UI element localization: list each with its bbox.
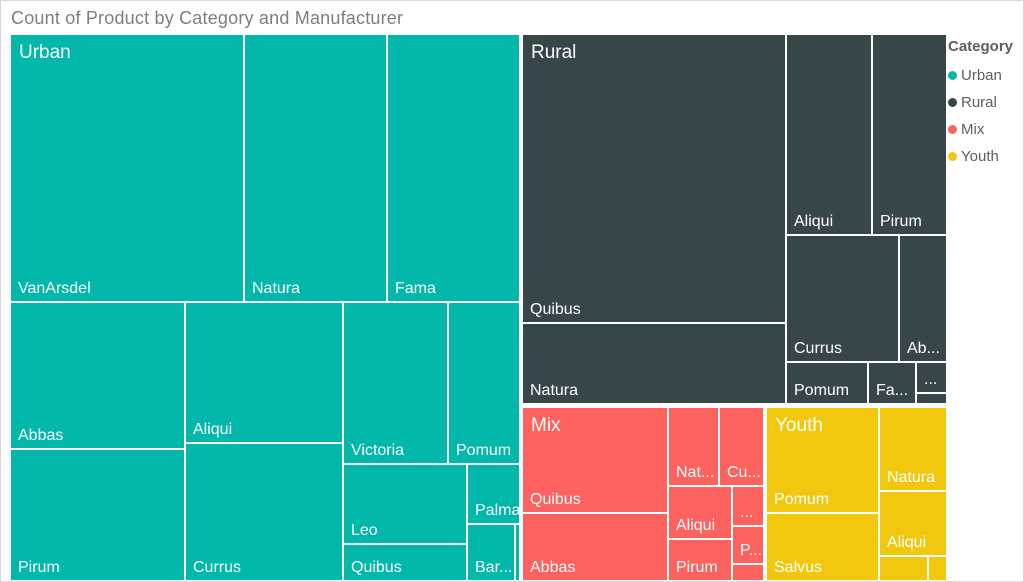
treemap-cell-mix-natura-truncated[interactable]: Nat... <box>668 407 719 486</box>
cell-label: Victoria <box>351 441 405 459</box>
cell-label: Abbas <box>530 558 576 576</box>
treemap-cell-rural-fama-truncated[interactable]: Fa... <box>868 362 916 404</box>
legend-title: Category <box>948 38 1014 55</box>
treemap-cell-mix-quibus[interactable]: Quibus <box>522 407 668 513</box>
treemap-cell-urban-bar[interactable]: Bar... <box>467 524 515 581</box>
cell-label: Pirum <box>676 558 718 576</box>
cell-label: Fa... <box>876 381 909 399</box>
cell-label: Natura <box>530 381 579 399</box>
legend-dot-rural-icon <box>948 98 957 107</box>
legend-item-label: Rural <box>961 94 997 111</box>
cell-label: Quibus <box>351 558 402 576</box>
cell-label: Cu... <box>727 463 761 481</box>
treemap-cell-youth-salvus[interactable]: Salvus <box>766 513 879 581</box>
treemap-cell-urban-abbas[interactable]: Abbas <box>10 302 185 449</box>
cell-label: ... <box>924 370 938 388</box>
cell-label: Natura <box>252 279 301 297</box>
legend-dot-urban-icon <box>948 71 957 80</box>
cell-label: ... <box>740 503 754 521</box>
cell-label: VanArsdel <box>18 279 91 297</box>
treemap-cell-rural-small[interactable] <box>916 393 947 404</box>
treemap-cell-youth-aliqui[interactable]: Aliqui <box>879 491 947 556</box>
treemap-cell-mix-small[interactable] <box>732 564 764 581</box>
treemap-cell-mix-p-truncated[interactable]: P... <box>732 526 764 564</box>
legend-dot-mix-icon <box>948 125 957 134</box>
cell-label: Leo <box>351 521 378 539</box>
cell-label: Pirum <box>18 558 60 576</box>
cell-label: Salvus <box>774 558 823 576</box>
treemap-cell-rural-abbas-truncated[interactable]: Ab... <box>899 235 947 362</box>
treemap-cell-rural-pomum[interactable]: Pomum <box>786 362 868 404</box>
cell-label: Aliqui <box>193 420 233 438</box>
cell-label: Currus <box>794 339 843 357</box>
cell-label: Pomum <box>456 441 512 459</box>
cell-label: Currus <box>193 558 242 576</box>
treemap-cell-urban-aliqui[interactable]: Aliqui <box>185 302 343 443</box>
treemap-cell-urban-fama[interactable]: Fama <box>387 34 520 302</box>
treemap-cell-youth-pomum[interactable]: Pomum <box>766 407 879 513</box>
treemap-cell-urban-currus[interactable]: Currus <box>185 443 343 581</box>
cell-label: Aliqui <box>676 516 716 534</box>
legend-item-mix[interactable]: Mix <box>948 116 1023 143</box>
cell-label: P... <box>740 541 762 559</box>
cell-label: Nat... <box>676 463 715 481</box>
treemap-cell-mix-pirum[interactable]: Pirum <box>668 539 732 581</box>
cell-label: Quibus <box>530 300 581 318</box>
chart-title: Count of Product by Category and Manufac… <box>11 8 404 28</box>
cell-label: Abbas <box>18 426 64 444</box>
treemap-cell-mix-aliqui[interactable]: Aliqui <box>668 486 732 539</box>
treemap-cell-rural-currus[interactable]: Currus <box>786 235 899 362</box>
cell-label: Pomum <box>774 490 830 508</box>
cell-label: Bar... <box>475 558 513 576</box>
treemap-cell-youth-natura[interactable]: Natura <box>879 407 947 491</box>
treemap-cell-urban-palma[interactable]: Palma <box>467 464 520 524</box>
cell-label: Palma <box>475 501 519 519</box>
treemap-cell-urban-vanarsdel[interactable]: VanArsdel <box>10 34 244 302</box>
treemap-cell-urban-victoria[interactable]: Victoria <box>343 302 448 464</box>
treemap-cell-youth-small-2[interactable] <box>928 556 947 581</box>
treemap-cell-rural-ellipsis[interactable]: ... <box>916 362 947 393</box>
legend: Category Urban Rural Mix Youth <box>948 38 1023 170</box>
treemap-cell-urban-natura[interactable]: Natura <box>244 34 387 302</box>
cell-label: Aliqui <box>794 212 834 230</box>
cell-label: Ab... <box>907 339 940 357</box>
legend-item-label: Urban <box>961 67 1002 84</box>
legend-dot-youth-icon <box>948 152 957 161</box>
legend-item-label: Mix <box>961 121 985 138</box>
treemap-cell-mix-ellipsis[interactable]: ... <box>732 486 764 526</box>
cell-label: Quibus <box>530 490 581 508</box>
treemap-cell-urban-small[interactable] <box>515 524 520 581</box>
treemap-cell-urban-pomum[interactable]: Pomum <box>448 302 520 464</box>
treemap-plot-area: VanArsdel Natura Fama Abbas Aliqui Victo… <box>10 34 947 581</box>
legend-item-rural[interactable]: Rural <box>948 89 1023 116</box>
treemap-cell-urban-quibus[interactable]: Quibus <box>343 544 467 581</box>
treemap-cell-urban-pirum[interactable]: Pirum <box>10 449 185 581</box>
cell-label: Pirum <box>880 212 922 230</box>
treemap-cell-rural-natura[interactable]: Natura <box>522 323 786 404</box>
cell-label: Pomum <box>794 381 850 399</box>
treemap-cell-urban-leo[interactable]: Leo <box>343 464 467 544</box>
treemap-cell-youth-small[interactable] <box>879 556 928 581</box>
cell-label: Natura <box>887 468 936 486</box>
legend-item-label: Youth <box>961 148 999 165</box>
treemap-cell-rural-pirum[interactable]: Pirum <box>872 34 947 235</box>
cell-label: Fama <box>395 279 436 297</box>
treemap-cell-mix-currus-truncated[interactable]: Cu... <box>719 407 764 486</box>
legend-item-youth[interactable]: Youth <box>948 143 1023 170</box>
treemap-cell-mix-abbas[interactable]: Abbas <box>522 513 668 581</box>
treemap-cell-rural-aliqui[interactable]: Aliqui <box>786 34 872 235</box>
cell-label: Aliqui <box>887 533 927 551</box>
treemap-cell-rural-quibus[interactable]: Quibus <box>522 34 786 323</box>
legend-item-urban[interactable]: Urban <box>948 62 1023 89</box>
